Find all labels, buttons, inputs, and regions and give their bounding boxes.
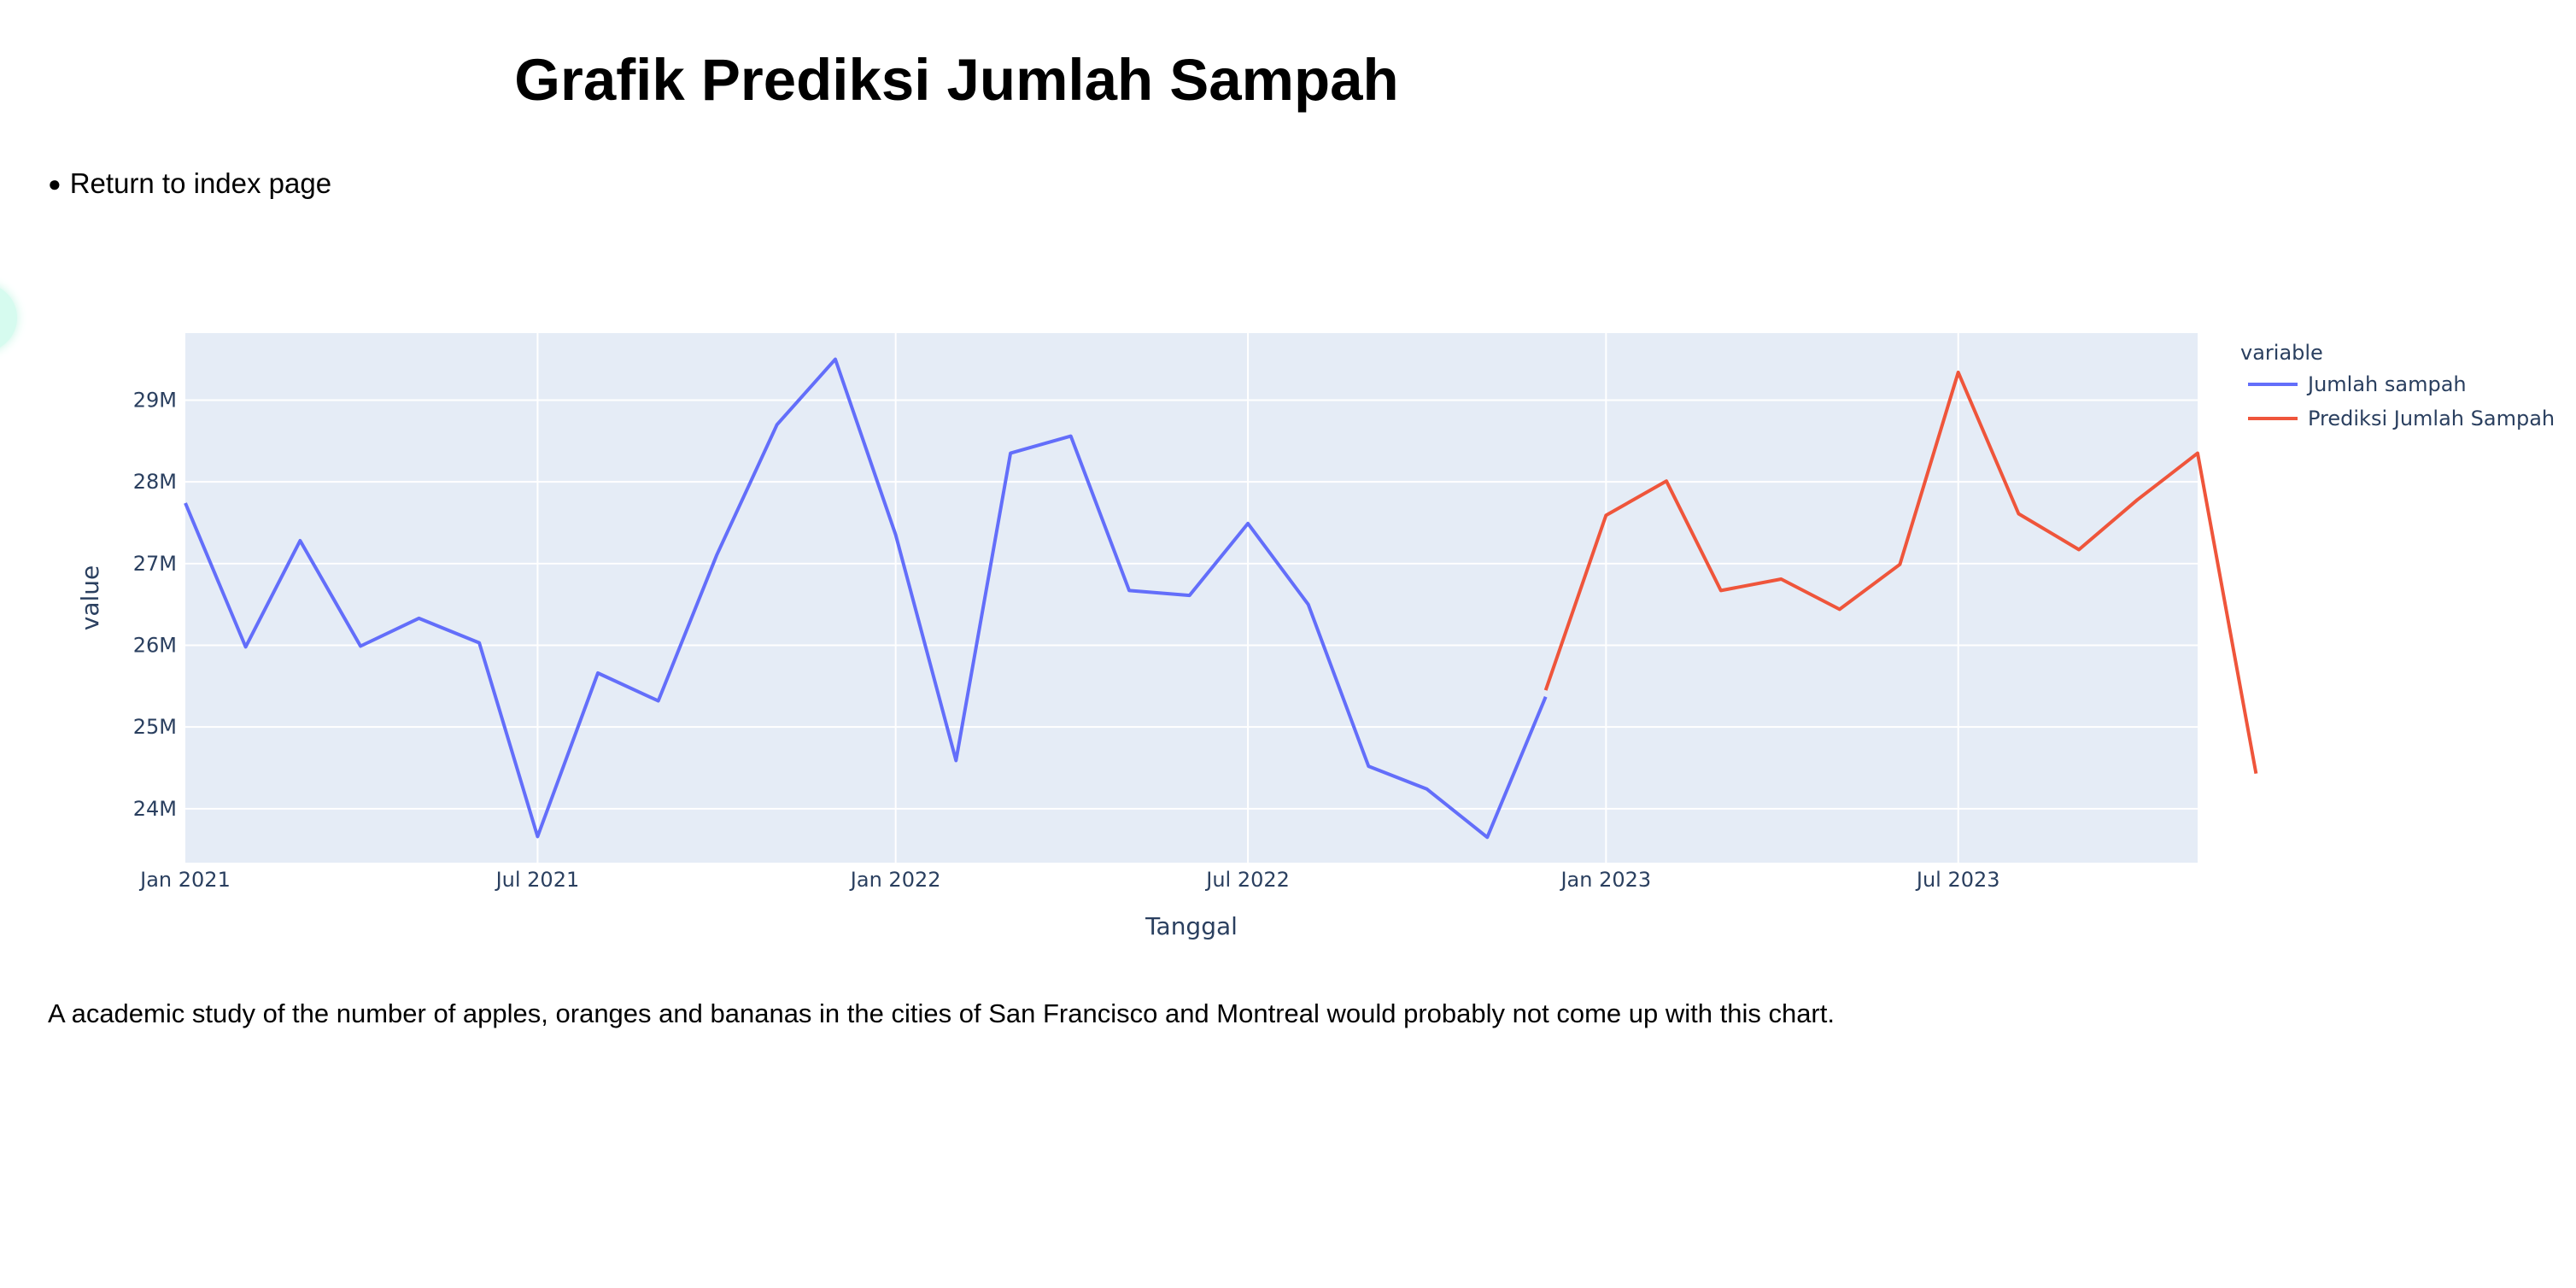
x-axis-title: Tanggal	[1145, 912, 1238, 940]
x-tick-label: Jul 2023	[1915, 868, 2000, 892]
page-title: Grafik Prediksi Jumlah Sampah	[514, 47, 1399, 113]
tick-labels: Jan 2021 Jul 2021 Jan 2022 Jul 2022 Jan 2023…	[133, 388, 2000, 892]
x-tick-label: Jan 2021	[138, 868, 231, 892]
legend-title: variable	[2240, 341, 2323, 365]
y-tick-label: 25M	[133, 715, 177, 739]
series-line-1	[1543, 370, 2258, 775]
x-tick-label: Jul 2021	[495, 868, 580, 892]
legend: variable Jumlah sampah Prediksi Jumlah Sa…	[2240, 341, 2555, 430]
plot-area	[185, 333, 2198, 863]
y-tick-label: 29M	[133, 388, 177, 412]
legend-item-label: Jumlah sampah	[2306, 372, 2467, 396]
x-tick-label: Jan 2023	[1559, 868, 1651, 892]
nav-list: ● Return to index page	[48, 167, 331, 200]
x-tick-label: Jan 2022	[849, 868, 941, 892]
line-chart: Jan 2021 Jul 2021 Jan 2022 Jul 2022 Jan 2023…	[76, 333, 2555, 940]
y-tick-label: 24M	[133, 797, 177, 821]
y-tick-label: 26M	[133, 633, 177, 657]
series-layer	[184, 357, 2258, 840]
nav-item-return: ● Return to index page	[48, 167, 331, 200]
x-tick-label: Jul 2022	[1204, 868, 1290, 892]
series-line-0	[184, 357, 1548, 840]
legend-item-label: Prediksi Jumlah Sampah	[2308, 407, 2555, 430]
return-to-index-link[interactable]: Return to index page	[69, 167, 332, 199]
bullet-icon: ●	[48, 170, 61, 196]
y-tick-label: 28M	[133, 470, 177, 494]
y-axis-title: value	[76, 565, 104, 630]
y-tick-label: 27M	[133, 552, 177, 576]
grid-lines	[185, 333, 2198, 863]
page-description: A academic study of the number of apples…	[48, 998, 1835, 1028]
